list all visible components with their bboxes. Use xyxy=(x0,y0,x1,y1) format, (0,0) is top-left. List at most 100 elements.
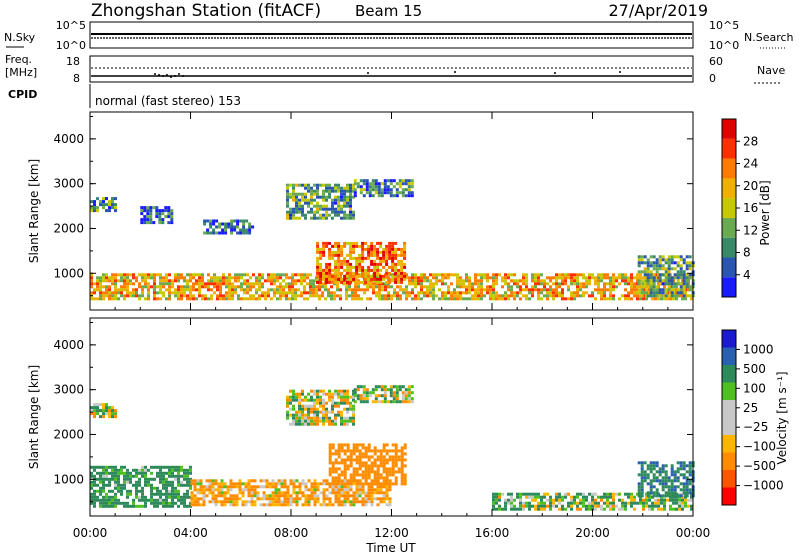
echo-cell xyxy=(159,492,162,496)
echo-cell xyxy=(183,498,186,502)
echo-cell xyxy=(355,280,359,284)
echo-cell xyxy=(189,276,192,280)
echo-cell xyxy=(171,504,174,508)
echo-cell xyxy=(549,288,552,292)
echo-cell xyxy=(492,273,495,277)
echo-cell xyxy=(233,219,237,223)
echo-cell xyxy=(304,213,307,217)
echo-cell xyxy=(679,488,683,492)
echo-cell xyxy=(264,294,267,298)
echo-cell xyxy=(295,485,299,489)
echo-cell xyxy=(105,409,108,413)
echo-cell xyxy=(462,285,465,289)
echo-cell xyxy=(666,297,669,301)
echo-cell xyxy=(483,294,486,298)
echo-cell xyxy=(117,489,120,493)
echo-cell xyxy=(295,392,298,396)
echo-cell xyxy=(93,489,96,493)
echo-cell xyxy=(588,282,591,286)
echo-cell xyxy=(331,201,334,205)
echo-cell xyxy=(423,276,426,280)
echo-cell xyxy=(165,477,168,481)
echo-cell xyxy=(316,398,319,402)
echo-cell xyxy=(376,265,380,269)
echo-cell xyxy=(474,276,477,280)
echo-cell xyxy=(522,294,525,298)
echo-cell xyxy=(126,273,129,277)
echo-cell xyxy=(144,282,147,286)
echo-cell xyxy=(102,489,105,493)
echo-cell xyxy=(652,461,656,465)
echo-cell xyxy=(391,470,395,474)
echo-cell xyxy=(123,480,126,484)
echo-cell xyxy=(627,291,630,295)
echo-cell xyxy=(567,288,570,292)
echo-cell xyxy=(370,494,374,498)
echo-cell xyxy=(183,294,186,298)
echo-cell xyxy=(304,419,307,423)
echo-cell xyxy=(359,188,363,192)
echo-cell xyxy=(313,503,317,507)
echo-cell xyxy=(453,294,456,298)
echo-cell xyxy=(411,282,414,286)
echo-cell xyxy=(343,500,347,504)
echo-cell xyxy=(423,273,426,277)
echo-cell xyxy=(319,482,323,486)
echo-cell xyxy=(126,495,129,499)
echo-cell xyxy=(394,476,398,480)
echo-cell xyxy=(555,285,558,289)
echo-cell xyxy=(295,210,298,214)
echo-cell xyxy=(114,495,117,499)
echo-cell xyxy=(262,479,266,483)
echo-cell xyxy=(295,422,298,426)
echo-cell xyxy=(670,279,674,283)
echo-cell xyxy=(343,422,346,426)
echo-cell xyxy=(405,276,408,280)
echo-cell xyxy=(209,219,213,223)
echo-cell xyxy=(144,495,147,499)
echo-cell xyxy=(474,297,477,301)
echo-cell xyxy=(519,279,522,283)
echo-cell xyxy=(676,479,680,483)
echo-cell xyxy=(383,397,387,401)
echo-cell xyxy=(435,273,438,277)
echo-cell xyxy=(366,285,369,289)
echo-cell xyxy=(480,276,483,280)
echo-cell xyxy=(255,282,258,286)
echo-cell xyxy=(612,495,615,499)
echo-cell xyxy=(117,498,120,502)
echo-cell xyxy=(229,479,233,483)
echo-cell xyxy=(462,279,465,283)
echo-cell xyxy=(379,449,383,453)
echo-cell xyxy=(334,259,338,263)
echo-cell xyxy=(171,498,174,502)
echo-cell xyxy=(405,285,408,289)
echo-cell xyxy=(651,297,654,301)
echo-cell xyxy=(102,279,105,283)
echo-cell xyxy=(373,265,377,269)
echo-cell xyxy=(400,461,404,465)
echo-cell xyxy=(168,471,171,475)
echo-cell xyxy=(141,504,144,508)
echo-cell xyxy=(186,492,189,496)
echo-cell xyxy=(240,288,243,292)
echo-cell xyxy=(552,288,555,292)
echo-cell xyxy=(90,282,93,286)
echo-cell xyxy=(392,179,396,183)
echo-cell xyxy=(192,285,195,289)
echo-cell xyxy=(331,216,334,220)
echo-cell xyxy=(255,291,258,295)
echo-cell xyxy=(162,480,165,484)
echo-cell xyxy=(492,276,495,280)
echo-cell xyxy=(471,297,474,301)
echo-cell xyxy=(355,241,359,245)
echo-cell xyxy=(364,455,368,459)
echo-cell xyxy=(367,482,371,486)
echo-cell xyxy=(648,507,651,511)
echo-cell xyxy=(667,261,671,265)
colorbar-swatch xyxy=(722,237,736,258)
echo-cell xyxy=(385,256,389,260)
echo-cell xyxy=(507,297,510,301)
echo-cell xyxy=(364,476,368,480)
echo-cell xyxy=(349,207,352,211)
